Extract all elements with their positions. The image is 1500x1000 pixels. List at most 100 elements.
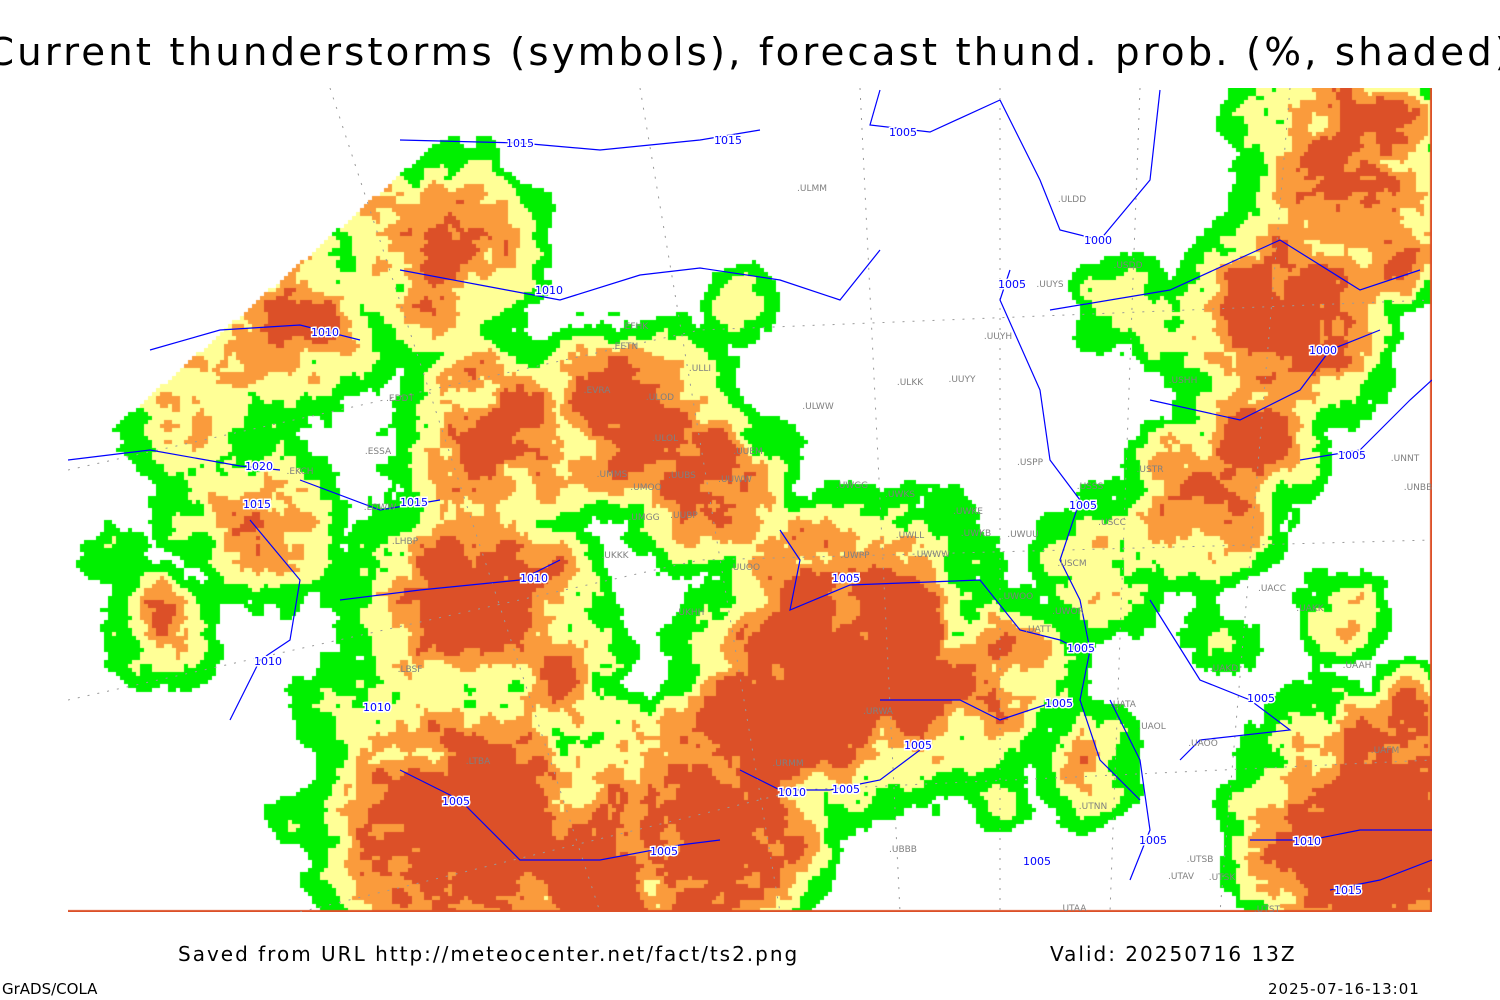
station-label: .UUYY <box>948 375 976 385</box>
station-label: .UWKB <box>961 529 991 539</box>
isobar-line <box>1149 599 1292 761</box>
isobar-line <box>869 89 1001 133</box>
graticule-line <box>1219 88 1291 912</box>
isobar-label: 1005 <box>650 845 678 858</box>
station-label: .UUYH <box>984 332 1012 342</box>
station-label: .UMMS <box>597 470 628 480</box>
isobar-line <box>399 769 721 861</box>
isobar-label: 1005 <box>889 126 917 139</box>
isobar-label: 1005 <box>1338 449 1366 462</box>
station-label: .USPP <box>1017 458 1044 468</box>
station-label: .EVRA <box>584 386 612 396</box>
isobar-label: 1005 <box>442 795 470 808</box>
valid-time-text: Valid: 20250716 13Z <box>1050 942 1297 966</box>
isobar-line <box>739 749 921 791</box>
isobar-line <box>880 699 1061 721</box>
isobar-label: 1000 <box>1084 234 1112 247</box>
station-label: .UWKS <box>885 490 915 500</box>
isobar-label: 1020 <box>245 460 273 473</box>
station-label: .ULMM <box>797 184 827 194</box>
station-label: .UWLL <box>896 531 924 541</box>
isobar-line <box>999 269 1141 801</box>
isobar-label: 1015 <box>400 496 428 509</box>
station-label: .UKKK <box>601 551 629 561</box>
isobar-line <box>68 449 281 471</box>
isobar-label: 1005 <box>1069 499 1097 512</box>
station-label: .UAOL <box>1138 722 1166 732</box>
station-label: .UWKE <box>953 507 983 517</box>
station-label: .UTST <box>1254 905 1281 912</box>
isobar-label: 1005 <box>1067 642 1095 655</box>
isobar-line <box>1149 329 1381 421</box>
station-label: .LTBA <box>466 757 491 767</box>
station-label: .UAFM <box>1371 746 1400 756</box>
isobar-label: 1010 <box>778 786 806 799</box>
station-label: .UUOO <box>730 563 760 573</box>
station-label: .UWWW <box>914 550 950 560</box>
station-label: .UKHH <box>676 608 705 618</box>
station-label: .UUWW <box>718 475 752 485</box>
graticule-line <box>299 759 1432 912</box>
station-label: .USHH <box>1169 376 1198 386</box>
station-label: .UWOR <box>1052 607 1084 617</box>
station-label: .UTSB <box>1187 855 1214 865</box>
station-label: .EKCH <box>286 467 313 477</box>
station-label: .USTR <box>1137 465 1164 475</box>
station-label: .ULDD <box>1058 195 1086 205</box>
station-label: .ULOD <box>646 393 674 403</box>
station-label: .LOWW <box>364 503 397 513</box>
station-label: .UWGG <box>836 481 868 491</box>
station-label: .URWA <box>863 707 894 717</box>
station-label: .UAKD <box>1210 664 1239 674</box>
isobar-label: 1005 <box>998 278 1026 291</box>
station-label: .USCM <box>1057 559 1086 569</box>
station-label: .EDDT <box>386 394 414 404</box>
isobar-label: 1015 <box>1334 884 1362 897</box>
station-label: .UAKK <box>1296 604 1325 614</box>
station-label: .UNBB <box>1404 483 1432 493</box>
source-url-text: Saved from URL http://meteocenter.net/fa… <box>178 942 800 966</box>
isobar-label: 1005 <box>832 572 860 585</box>
station-label: .UTAA <box>1060 904 1088 912</box>
isobar-label: 1005 <box>1045 697 1073 710</box>
station-label: .ULWW <box>802 402 834 412</box>
station-label: .UTNN <box>1079 802 1107 812</box>
isobar-line <box>1329 859 1432 891</box>
isobar-line <box>299 479 441 511</box>
software-credit: GrADS/COLA <box>2 980 98 998</box>
isobar-label: 1010 <box>520 572 548 585</box>
graticule-line <box>68 299 1432 471</box>
isobar-label: 1010 <box>363 701 391 714</box>
station-label: .UBBB <box>889 845 917 855</box>
station-label: .UUBP <box>670 511 698 521</box>
isobar-line <box>1109 699 1151 881</box>
station-label: .UMGG <box>628 513 659 523</box>
isobar-label: 1005 <box>1023 855 1051 868</box>
isobar-line <box>339 559 561 601</box>
isobar-line <box>779 529 1081 651</box>
station-label: .UWPP <box>840 551 870 561</box>
station-label: .USCC <box>1098 518 1126 528</box>
graticule-line <box>329 88 601 912</box>
isobar-label: 1010 <box>1293 835 1321 848</box>
graticule-line <box>859 88 901 912</box>
isobar-line <box>1250 829 1432 841</box>
station-label: .UWOO <box>1001 592 1034 602</box>
generation-timestamp: 2025-07-16-13:01 <box>1268 980 1420 998</box>
station-label: .UUYS <box>1036 280 1064 290</box>
station-label: .UWUU <box>1007 530 1039 540</box>
isobar-line <box>999 89 1161 241</box>
station-label: .UATA <box>1110 700 1137 710</box>
station-label: .UTSK <box>1209 873 1237 883</box>
station-label: .ULOL <box>652 434 678 444</box>
station-label: .UUEM <box>733 447 763 457</box>
station-label: .UATT <box>1025 625 1051 635</box>
station-label: .ESSA <box>365 447 392 457</box>
isobar-line <box>399 249 881 301</box>
isobar-label: 1015 <box>714 134 742 147</box>
isobar-line <box>229 519 301 721</box>
station-label: .EFHK <box>622 322 649 332</box>
station-label: .ULLI <box>689 364 711 374</box>
isobar-line <box>1299 379 1432 461</box>
isobar-label: 1005 <box>904 739 932 752</box>
